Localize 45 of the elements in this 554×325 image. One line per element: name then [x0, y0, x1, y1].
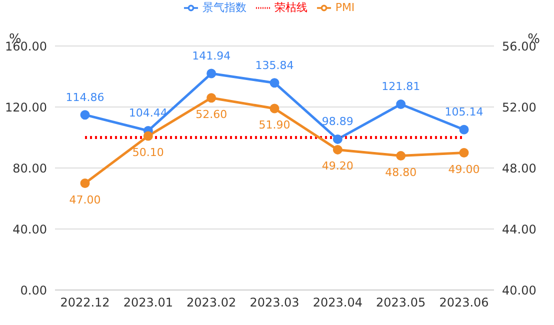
y-tick-label: 40.00 — [12, 222, 47, 236]
point — [270, 78, 280, 88]
data-label: 135.84 — [255, 58, 294, 72]
point — [80, 110, 90, 120]
point — [270, 104, 280, 114]
point — [332, 144, 342, 154]
data-label: 98.89 — [322, 115, 354, 128]
data-label: 105.14 — [444, 106, 484, 119]
point — [332, 134, 342, 144]
data-label: 52.60 — [196, 108, 228, 121]
point — [459, 148, 469, 158]
x-tick-label: 2023.01 — [123, 296, 173, 310]
data-label: 104.44 — [128, 106, 168, 120]
y2-tick-label: 48.00 — [502, 161, 536, 176]
point — [143, 131, 153, 141]
point — [206, 68, 216, 78]
y2-tick-label: 52.00 — [502, 100, 536, 114]
x-tick-label: 2023.04 — [312, 296, 362, 310]
x-tick-label: 2023.05 — [376, 296, 426, 310]
x-tick-label: 2023.03 — [250, 296, 300, 310]
data-label: 50.10 — [132, 146, 164, 159]
point — [396, 99, 406, 109]
x-tick-label: 2022.12 — [60, 296, 110, 310]
point — [206, 93, 216, 103]
data-label: 48.80 — [385, 166, 417, 179]
data-label: 114.86 — [66, 90, 104, 104]
legend-label: 荣枯线 — [274, 1, 308, 14]
data-label: 51.90 — [258, 118, 290, 132]
point — [459, 124, 469, 134]
data-label: 47.00 — [69, 193, 101, 206]
data-label: 121.81 — [382, 80, 420, 94]
point — [396, 151, 406, 161]
x-tick-label: 2023.02 — [186, 296, 236, 310]
data-label: 49.20 — [322, 160, 354, 173]
legend-label: PMI — [335, 1, 355, 14]
y-tick-label: 120.00 — [5, 100, 47, 114]
legend-label: 景气指数 — [202, 1, 246, 14]
y2-tick-label: 44.00 — [502, 222, 536, 236]
point — [80, 178, 90, 188]
y-tick-label: 0.00 — [20, 283, 47, 298]
data-label: 49.00 — [448, 162, 480, 176]
y2-tick-label: 40.00 — [502, 283, 536, 298]
x-tick-label: 2023.06 — [439, 296, 489, 310]
data-label: 141.94 — [192, 50, 231, 63]
y-tick-label: 80.00 — [12, 161, 47, 176]
